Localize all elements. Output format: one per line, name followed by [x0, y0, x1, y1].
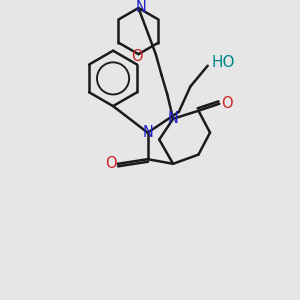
Text: N: N	[142, 125, 153, 140]
Text: O: O	[131, 49, 143, 64]
Text: N: N	[168, 111, 178, 126]
Text: N: N	[135, 1, 146, 16]
Text: HO: HO	[211, 55, 235, 70]
Text: O: O	[221, 96, 233, 111]
Text: O: O	[105, 156, 117, 171]
